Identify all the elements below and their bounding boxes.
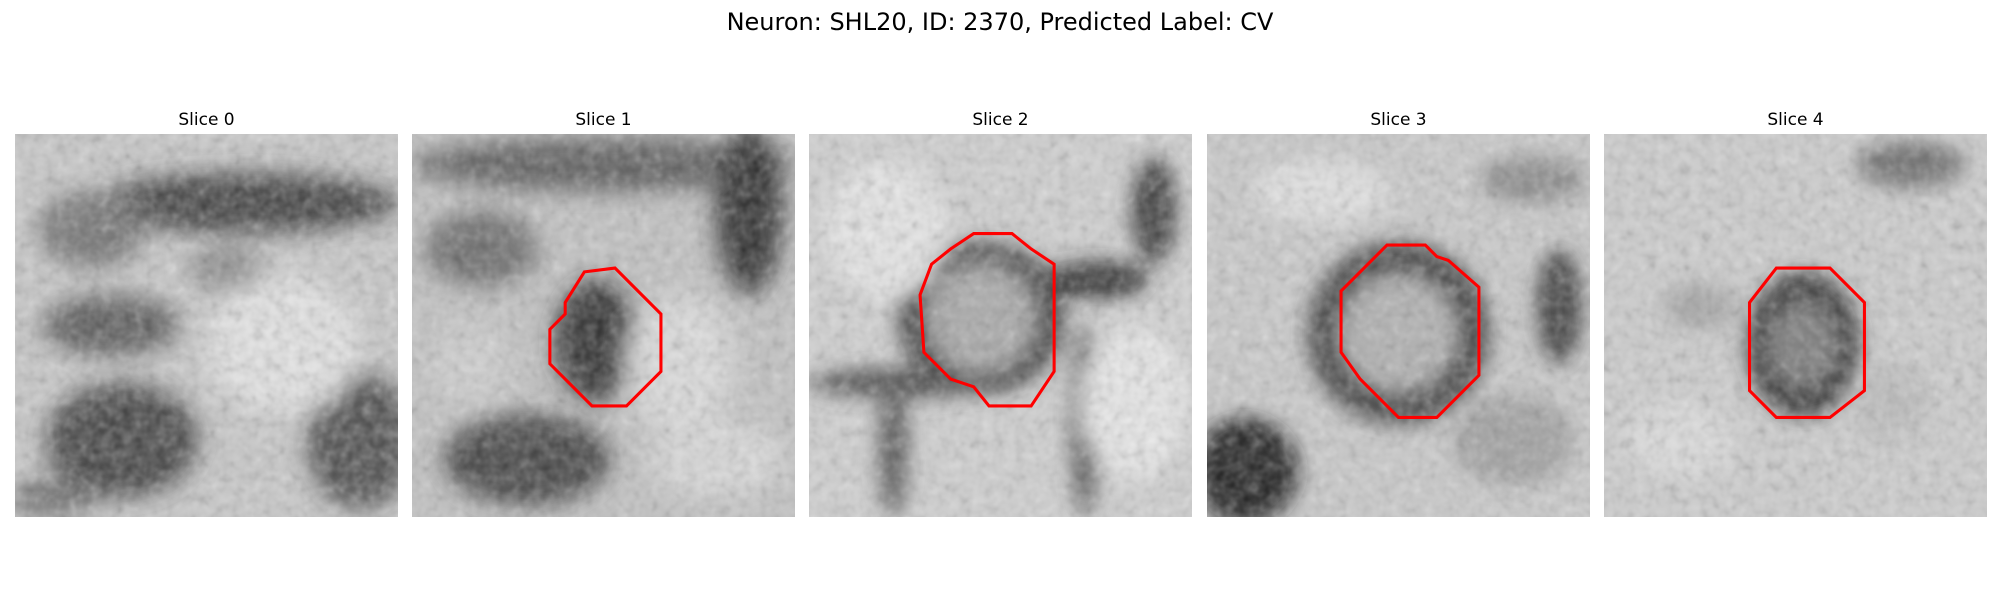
cell-contour [1748, 266, 1866, 419]
slice-image-2 [809, 134, 1192, 517]
slice-panel-4: Slice 4 [1604, 108, 1987, 520]
slice-panel-2: Slice 2 [809, 108, 1192, 520]
figure-title: Neuron: SHL20, ID: 2370, Predicted Label… [726, 8, 1274, 36]
slice-panel-1: Slice 1 [412, 108, 795, 520]
slice-title-0: Slice 0 [178, 110, 235, 130]
slice-title-2: Slice 2 [972, 110, 1029, 130]
slice-image-1 [412, 134, 795, 517]
slice-image-4 [1604, 134, 1987, 517]
cell-contour [548, 266, 663, 408]
slice-title-4: Slice 4 [1767, 110, 1824, 130]
cell-contour [918, 232, 1056, 408]
cell-contour [1339, 243, 1481, 419]
slice-image-3 [1207, 134, 1590, 517]
slice-title-1: Slice 1 [575, 110, 632, 130]
slice-image-0 [15, 134, 398, 517]
slice-title-3: Slice 3 [1370, 110, 1427, 130]
slice-panel-0: Slice 0 [15, 108, 398, 520]
slice-panel-3: Slice 3 [1207, 108, 1590, 520]
